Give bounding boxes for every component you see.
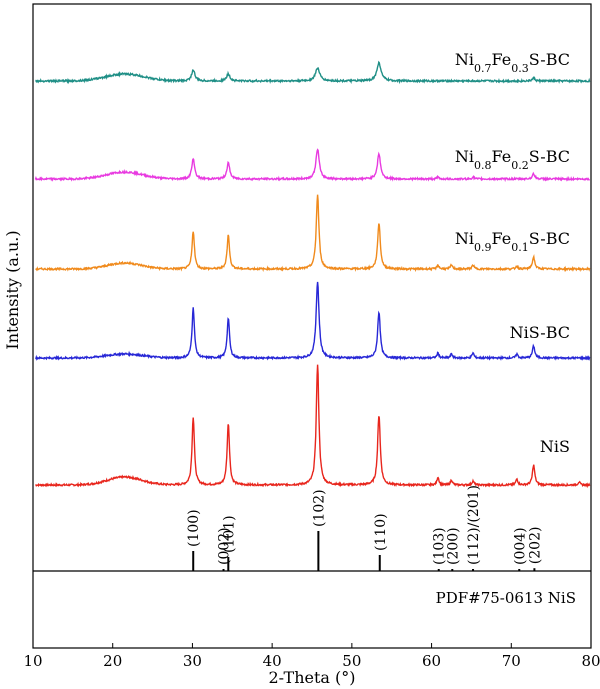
- x-axis: 10 20 30 40 50 60 70 80: [23, 643, 600, 670]
- y-axis-label: Intensity (a.u.): [3, 230, 22, 349]
- reference-hkl-label: (110): [373, 513, 389, 551]
- reference-hkl-label: (202): [527, 527, 543, 565]
- reference-hkl-label: (100): [186, 509, 202, 547]
- label-subscript: 0.7: [474, 62, 492, 75]
- label-text: S-BC: [529, 229, 570, 248]
- x-tick-label: 60: [422, 652, 441, 670]
- x-tick-label: 30: [183, 652, 202, 670]
- label-text: Fe: [492, 147, 512, 166]
- label-subscript: 0.2: [511, 159, 529, 172]
- reference-card-label: PDF#75-0613 NiS: [436, 589, 576, 607]
- label-text: Ni: [455, 147, 474, 166]
- series-layer: [34, 60, 591, 489]
- x-tick-label: 50: [342, 652, 361, 670]
- x-tick-label: 40: [263, 652, 282, 670]
- label-text: Fe: [492, 229, 512, 248]
- label-text: Ni: [455, 229, 474, 248]
- reference-hkl-label: (112)/(201): [466, 485, 482, 565]
- label-subscript: 0.9: [474, 241, 492, 254]
- x-tick-label: 10: [23, 652, 42, 670]
- x-axis-label: 2-Theta (°): [269, 668, 356, 687]
- label-text: NiS: [540, 437, 570, 456]
- label-text: Ni: [455, 50, 474, 69]
- series-label-0: NiS: [540, 437, 570, 456]
- reference-pattern: (100) (002)(101) (102) (110) (103)(200) (112)…: [186, 485, 576, 607]
- reference-hkl-label: (002): [217, 527, 233, 565]
- label-subscript: 0.1: [511, 241, 529, 254]
- x-tick-label: 70: [502, 652, 521, 670]
- series-line-2: [35, 194, 591, 273]
- series-labels: NiSNiS-BCNi0.9Fe0.1S-BCNi0.8Fe0.2S-BCNi0…: [455, 50, 570, 456]
- plot-frame: [32, 3, 592, 649]
- label-text: S-BC: [529, 147, 570, 166]
- series-line-0: [35, 364, 591, 489]
- label-subscript: 0.3: [511, 62, 529, 75]
- x-tick-label: 80: [581, 652, 600, 670]
- series-label-1: NiS-BC: [510, 323, 570, 342]
- reference-hkl-label: (004): [512, 527, 528, 565]
- series-label-3: Ni0.8Fe0.2S-BC: [455, 147, 570, 172]
- label-text: S-BC: [529, 50, 570, 69]
- label-subscript: 0.8: [474, 159, 492, 172]
- series-label-2: Ni0.9Fe0.1S-BC: [455, 229, 570, 254]
- series-line-4: [35, 60, 591, 85]
- series-line-1: [35, 281, 591, 361]
- reference-hkl-label: (103): [432, 527, 448, 565]
- plot-border: [32, 3, 592, 649]
- label-text: NiS-BC: [510, 323, 570, 342]
- series-label-4: Ni0.7Fe0.3S-BC: [455, 50, 570, 75]
- reference-hkl-label: (200): [445, 527, 461, 565]
- series-line-3: [34, 148, 591, 183]
- reference-hkl-label: (102): [311, 489, 327, 527]
- x-tick-label: 20: [103, 652, 122, 670]
- label-text: Fe: [492, 50, 512, 69]
- reference-hkl-label: (101): [221, 515, 237, 553]
